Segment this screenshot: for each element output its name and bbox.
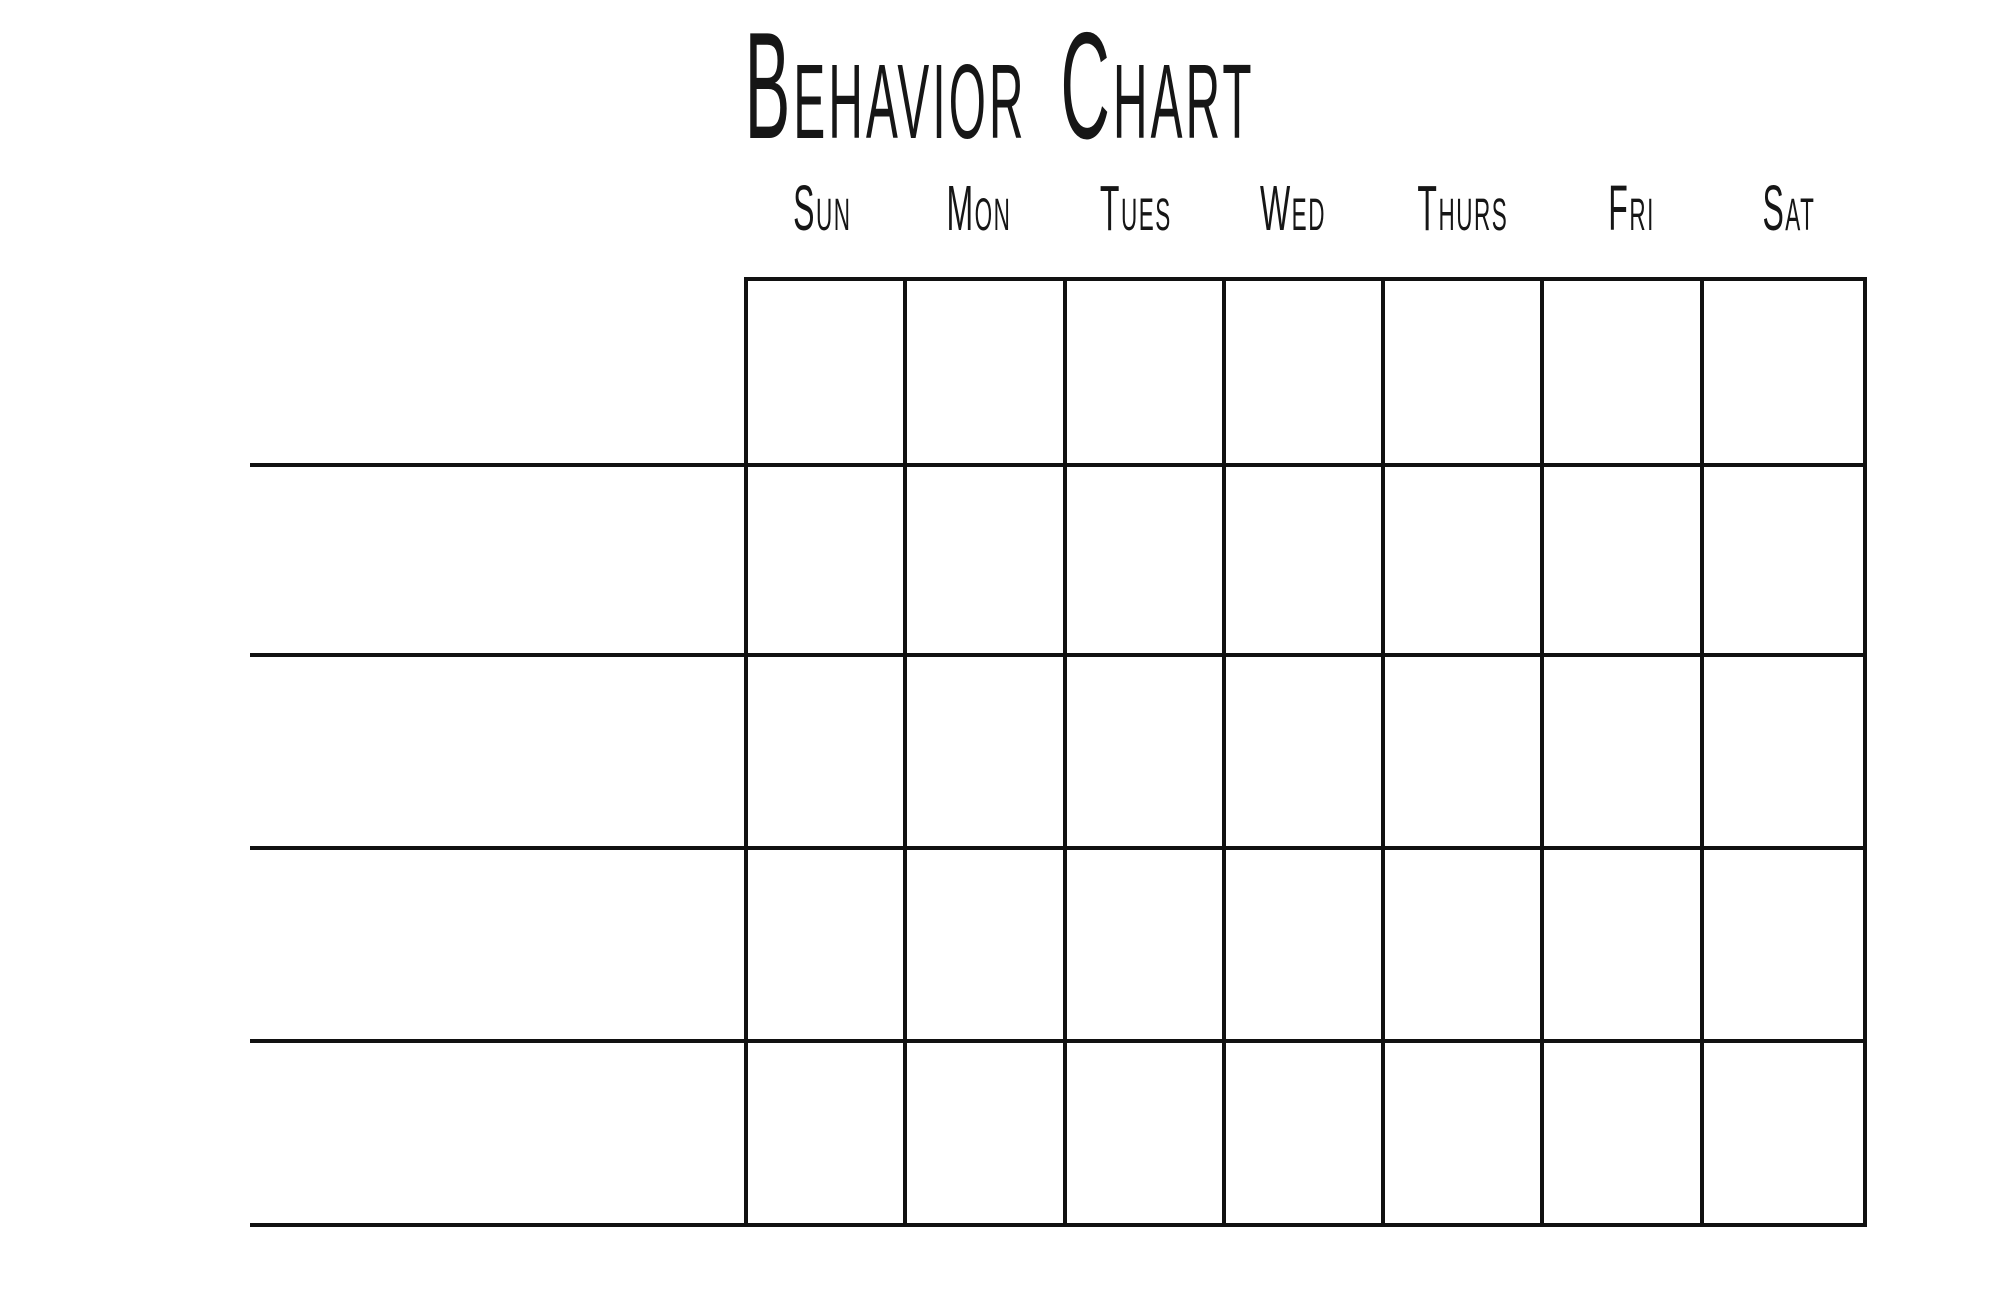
grid-cell-r1c7 (1703, 281, 1863, 467)
grid-cell-r5c2 (907, 1043, 1067, 1223)
grid-cell-r5c3 (1067, 1043, 1226, 1223)
grid-cell-r3c7 (1703, 657, 1863, 850)
grid-cell-r1c4 (1225, 281, 1386, 467)
grid-cell-r3c4 (1225, 657, 1386, 850)
grid-cell-r3c3 (1066, 657, 1226, 850)
grid-cell-r2c5 (1385, 467, 1545, 657)
day-header-sat: Sat (1710, 172, 1867, 244)
grid-cell-r2c3 (1066, 467, 1226, 657)
day-header-wed-label: Wed (1260, 172, 1327, 244)
grid-cell-r3c5 (1385, 657, 1545, 850)
grid-cell-r1c2 (907, 281, 1067, 467)
grid-cell-r2c2 (907, 467, 1067, 657)
grid-cell-r5c6 (1544, 1043, 1704, 1223)
day-header-mon-label: Mon (946, 172, 1012, 244)
behavior-write-line-3 (250, 657, 748, 850)
behavior-write-line-1 (250, 281, 748, 467)
grid-cell-r2c6 (1544, 467, 1704, 657)
grid-cell-r5c7 (1704, 1043, 1863, 1223)
grid-cell-r4c5 (1385, 850, 1545, 1043)
grid-cell-r3c1 (748, 657, 908, 850)
page-title-text: Behavior Chart (745, 1, 1255, 171)
grid-cell-r3c2 (907, 657, 1067, 850)
grid-cell-r1c6 (1544, 281, 1704, 467)
behavior-write-line-5 (250, 1043, 748, 1227)
page-title: Behavior Chart (0, 10, 2000, 162)
grid-cell-r4c2 (907, 850, 1067, 1043)
grid-cell-r1c1 (748, 281, 908, 467)
day-header-fri: Fri (1553, 172, 1710, 244)
day-header-thurs: Thurs (1372, 172, 1554, 244)
day-header-mon: Mon (901, 172, 1058, 244)
grid-cell-r2c4 (1225, 467, 1386, 657)
grid-cell-r4c3 (1066, 850, 1226, 1043)
grid-cell-r2c7 (1703, 467, 1863, 657)
day-header-thurs-label: Thurs (1417, 172, 1508, 244)
grid-cell-r2c1 (748, 467, 908, 657)
behavior-write-line-2 (250, 467, 748, 657)
behavior-name-column (250, 277, 748, 1227)
day-header-sun: Sun (744, 172, 901, 244)
day-header-row: Sun Mon Tues Wed Thurs Fri Sat (744, 172, 1867, 244)
grid-cell-r5c5 (1385, 1043, 1545, 1223)
day-header-wed: Wed (1215, 172, 1372, 244)
grid-cell-r4c4 (1225, 850, 1386, 1043)
grid-cell-r4c6 (1544, 850, 1704, 1043)
grid-cell-r5c4 (1226, 1043, 1386, 1223)
grid-cell-r4c7 (1703, 850, 1863, 1043)
behavior-write-line-4 (250, 850, 748, 1043)
grid-cell-r1c3 (1066, 281, 1226, 467)
day-header-tues-label: Tues (1100, 172, 1173, 244)
day-header-sun-label: Sun (793, 172, 852, 244)
grid-cell-r4c1 (748, 850, 908, 1043)
grid-cell-r5c1 (748, 1043, 908, 1223)
grid-cell-r3c6 (1544, 657, 1704, 850)
grid-cell-r1c5 (1385, 281, 1545, 467)
day-header-tues: Tues (1058, 172, 1215, 244)
behavior-grid (744, 277, 1867, 1227)
day-header-sat-label: Sat (1762, 172, 1816, 244)
day-header-fri-label: Fri (1608, 172, 1655, 244)
